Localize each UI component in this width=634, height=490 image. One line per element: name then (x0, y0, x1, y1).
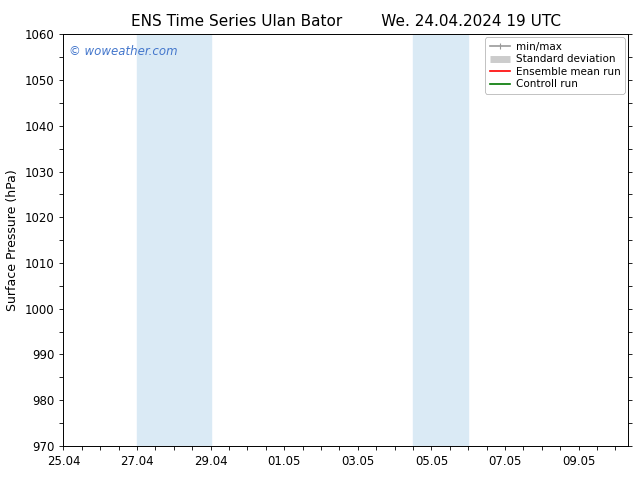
Legend: min/max, Standard deviation, Ensemble mean run, Controll run: min/max, Standard deviation, Ensemble me… (486, 37, 624, 94)
Text: © woweather.com: © woweather.com (69, 45, 178, 58)
Title: ENS Time Series Ulan Bator        We. 24.04.2024 19 UTC: ENS Time Series Ulan Bator We. 24.04.202… (131, 14, 560, 29)
Y-axis label: Surface Pressure (hPa): Surface Pressure (hPa) (6, 169, 19, 311)
Bar (137, 34, 210, 446)
Bar (413, 34, 468, 446)
